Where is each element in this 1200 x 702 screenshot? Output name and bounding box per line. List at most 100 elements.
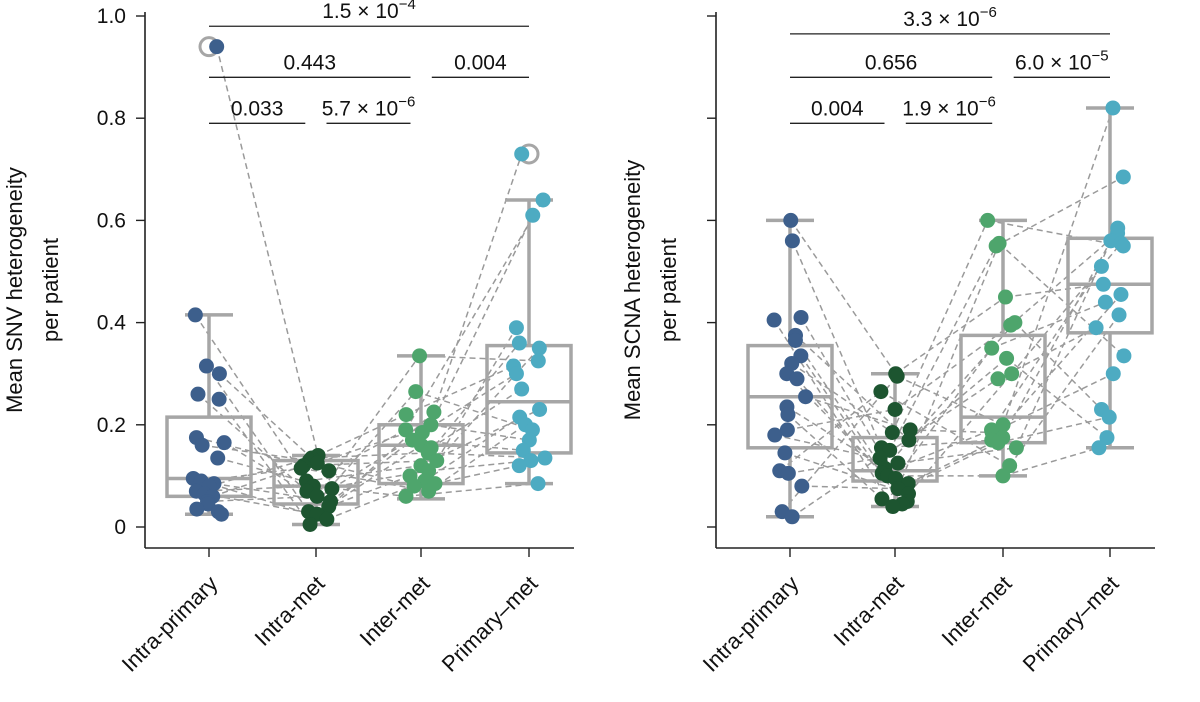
connector-line bbox=[436, 327, 518, 461]
connector-line bbox=[434, 464, 520, 485]
data-point bbox=[1113, 286, 1129, 302]
connector-line bbox=[1002, 447, 1100, 477]
data-point bbox=[525, 207, 541, 223]
connector-line bbox=[409, 342, 520, 477]
connector-line bbox=[910, 429, 993, 434]
data-point bbox=[988, 238, 1004, 254]
pvalue-label: 5.7 × 10−6 bbox=[322, 93, 416, 120]
data-point bbox=[766, 312, 782, 328]
y-tick-label: 0.6 bbox=[97, 209, 126, 232]
data-point bbox=[997, 289, 1013, 305]
connector-line bbox=[880, 390, 1011, 467]
connector-line bbox=[888, 245, 997, 451]
connector-line bbox=[1015, 240, 1112, 449]
data-point bbox=[398, 488, 414, 504]
connector-line bbox=[907, 373, 1013, 495]
chart-panel-1: 0 0.2 0.4 0.6 0.8 1.0 Mean SNV heterogeneity pe… bbox=[2, 0, 574, 677]
connector-line bbox=[990, 265, 1103, 431]
data-point bbox=[1105, 100, 1121, 116]
data-point bbox=[324, 481, 340, 497]
data-point bbox=[777, 445, 793, 461]
data-point bbox=[187, 307, 203, 323]
connector-line bbox=[791, 362, 893, 434]
data-point bbox=[793, 309, 809, 325]
data-point bbox=[783, 212, 799, 228]
data-point bbox=[190, 386, 206, 402]
data-point bbox=[429, 453, 445, 469]
connector-line bbox=[794, 334, 910, 441]
data-point bbox=[209, 39, 225, 55]
data-point bbox=[309, 455, 325, 471]
x-category-label: Primary–met bbox=[437, 571, 543, 677]
data-point bbox=[787, 332, 803, 348]
data-point bbox=[293, 460, 309, 476]
connector-lines bbox=[773, 107, 1125, 518]
y-tick-label: 0.4 bbox=[97, 312, 127, 335]
connector-line bbox=[987, 219, 1124, 247]
data-point bbox=[885, 499, 901, 515]
connector-line bbox=[991, 373, 1114, 434]
data-point bbox=[995, 417, 1011, 433]
data-point bbox=[1095, 276, 1111, 292]
connector-line bbox=[330, 439, 413, 503]
connector-line bbox=[995, 176, 1124, 247]
pvalue-label: 0.004 bbox=[811, 97, 864, 120]
data-point bbox=[780, 465, 796, 481]
connector-line bbox=[791, 240, 883, 449]
connector-line bbox=[430, 424, 530, 441]
connector-line bbox=[424, 416, 521, 482]
connector-line bbox=[1006, 357, 1108, 439]
connector-line bbox=[1002, 107, 1114, 426]
points-2 bbox=[293, 447, 340, 532]
x-category-label: Intra-primary bbox=[117, 571, 223, 677]
data-point bbox=[980, 212, 996, 228]
data-point bbox=[890, 455, 906, 471]
connector-line bbox=[207, 495, 318, 503]
x-category-label: Inter-met bbox=[937, 571, 1017, 651]
connector-line bbox=[326, 480, 425, 521]
data-point bbox=[514, 381, 530, 397]
data-point bbox=[531, 340, 547, 356]
connector-line bbox=[790, 219, 897, 375]
pvalue-annotation: 0.004 bbox=[431, 51, 529, 78]
x-category-label: Inter-met bbox=[355, 571, 435, 651]
y-tick-label: 0.8 bbox=[97, 107, 126, 130]
y-tick-label: 0.2 bbox=[97, 414, 126, 437]
connector-line bbox=[218, 373, 318, 464]
data-point bbox=[210, 450, 226, 466]
y-axis-label: Mean SNV heterogeneity bbox=[2, 167, 27, 413]
y-axis-label-line2: per patient bbox=[38, 238, 63, 342]
data-point bbox=[1105, 366, 1121, 382]
connector-line bbox=[895, 296, 1006, 375]
points-2 bbox=[872, 366, 918, 515]
y-tick-label: 1.0 bbox=[97, 5, 126, 28]
connector-line bbox=[784, 452, 909, 495]
y-axis-label: Mean SCNA heterogeneity bbox=[620, 160, 645, 421]
data-point bbox=[412, 348, 428, 364]
data-point bbox=[1099, 430, 1115, 446]
x-category-label: Intra-met bbox=[250, 571, 330, 651]
connector-line bbox=[331, 431, 423, 490]
data-point bbox=[887, 401, 903, 417]
data-point bbox=[784, 233, 800, 249]
connector-line bbox=[991, 301, 1106, 349]
data-point bbox=[514, 146, 530, 162]
connector-line bbox=[908, 357, 1008, 441]
data-point bbox=[767, 427, 783, 443]
connector-line bbox=[894, 347, 993, 479]
pvalue-label: 1.9 × 10−6 bbox=[902, 93, 996, 120]
data-point bbox=[1097, 294, 1113, 310]
connector-line bbox=[405, 199, 544, 431]
data-point bbox=[216, 435, 232, 451]
data-point bbox=[309, 488, 325, 504]
data-point bbox=[779, 422, 795, 438]
connector-line bbox=[1009, 314, 1120, 467]
connector-line bbox=[212, 464, 304, 498]
data-point bbox=[408, 384, 424, 400]
data-point bbox=[784, 509, 800, 525]
data-point bbox=[873, 384, 889, 400]
data-point bbox=[990, 371, 1006, 387]
connector-line bbox=[1005, 283, 1104, 298]
data-point bbox=[508, 366, 524, 382]
pvalue-annotation: 0.656 bbox=[790, 51, 993, 78]
